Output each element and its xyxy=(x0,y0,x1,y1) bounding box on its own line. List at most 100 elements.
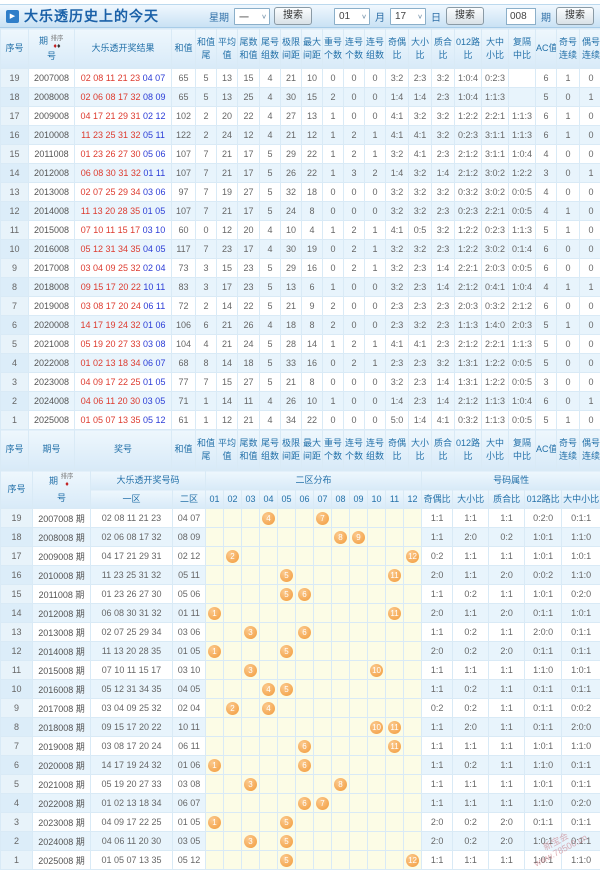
zone2-dist-cell xyxy=(277,793,297,813)
stat-cell: 4 xyxy=(259,220,281,240)
zone2-dist-cell xyxy=(295,850,315,870)
col-header-text: 和值 xyxy=(174,43,193,53)
stat-cell: 2:3 xyxy=(408,372,432,392)
sort-asc-icon[interactable]: ♦ xyxy=(53,42,57,50)
sort-controls[interactable]: 排序 ♦ xyxy=(60,473,74,488)
t1-col-header[interactable]: 期排序 ♦♦ 号 xyxy=(28,28,75,69)
zone2-dist-cell xyxy=(349,603,369,623)
col-header-text: 大中 xyxy=(485,36,504,47)
sort-header[interactable]: 期排序 ♦♦ xyxy=(39,35,64,50)
zone2-dist-cell xyxy=(403,603,423,623)
table-row: 6 2020008 14 17 19 24 32 01 06 106 6 21 26 4 18 8… xyxy=(0,315,600,335)
table-row: 6 2020008 期 14 17 19 24 32 01 06 1 6 1:1 0:2 1:1… xyxy=(0,755,600,775)
issue-cell: 2008008 xyxy=(28,87,75,107)
zone2-dist-cell xyxy=(331,717,351,737)
date-search-button[interactable]: 搜索 xyxy=(446,7,484,25)
t1-col-header: 平均值 xyxy=(216,28,238,69)
stat-cell: 0:2:3 xyxy=(454,201,482,221)
t1-col-header: 质合比 xyxy=(431,28,455,69)
stat-cell: 21 xyxy=(216,163,238,183)
issue-input[interactable] xyxy=(506,7,536,25)
zone2-dist-cell xyxy=(349,793,369,813)
col-header-text: 组数 xyxy=(365,49,384,60)
zone2-dist-cell xyxy=(295,679,315,699)
stat-cell: 0 xyxy=(364,182,386,202)
sort-asc-icon[interactable]: ♦ xyxy=(65,480,69,488)
stat-cell: 1 xyxy=(556,220,580,240)
t2-issue-header[interactable]: 期排序 ♦ 号 xyxy=(32,470,91,509)
col-header-text: 序号 xyxy=(5,444,24,454)
sort-controls[interactable]: 排序 ♦♦ xyxy=(50,35,64,50)
zone2-dist-cell xyxy=(241,508,261,528)
issue-search-button[interactable]: 搜索 xyxy=(556,7,594,25)
zone2-dist-cell xyxy=(277,622,297,642)
stat-cell: 1:2:2 xyxy=(481,353,509,373)
zone2-dist-cell: 12 xyxy=(403,546,423,566)
stat-cell: 0 xyxy=(195,220,217,240)
sort-header[interactable]: 期排序 ♦ xyxy=(49,473,74,490)
t1-footer-col-header: 和值尾 xyxy=(195,429,217,470)
stat-cell: 68 xyxy=(171,353,196,373)
sort-icons[interactable]: ♦ xyxy=(65,480,69,488)
col-header-text: 期号 xyxy=(42,444,61,454)
day-select[interactable]: 17 ∨ xyxy=(390,7,426,25)
attr-cell: 1:1 xyxy=(488,660,526,680)
stat-cell: 24 xyxy=(216,125,238,145)
stat-cell: 0 xyxy=(364,391,386,411)
sort-icons[interactable]: ♦♦ xyxy=(53,42,60,50)
stat-cell: 1:1:3 xyxy=(454,315,482,335)
zone2-dist-cell xyxy=(385,793,405,813)
week-search-button[interactable]: 搜索 xyxy=(274,7,312,25)
week-select[interactable]: 一 ∨ xyxy=(234,7,270,25)
stat-cell: 10 xyxy=(301,391,323,411)
table-row: 12 2014008 期 11 13 20 28 35 01 05 1 5 2:0 0:2 2:… xyxy=(0,641,600,661)
history-stats-table: 序号期排序 ♦♦ 号大乐透开奖结果 和值 和值尾平均值尾数 和值 尾号 组数 极限 间距 最大 间距重… xyxy=(0,28,600,470)
zone1-numbers-cell: 11 13 20 28 35 xyxy=(90,641,173,661)
zone2-dist-cell xyxy=(259,660,279,680)
stat-cell: 4 xyxy=(259,410,281,430)
stat-cell: 3:2 xyxy=(385,182,409,202)
front-zone-numbers: 01 05 07 13 35 xyxy=(80,415,144,425)
t1-footer-col-header: 尾号 组数 xyxy=(259,429,281,470)
month-select[interactable]: 01 ∨ xyxy=(334,7,370,25)
zone2-dist-cell xyxy=(241,755,261,775)
issue-cell: 2007008 期 xyxy=(32,508,91,528)
col-header-text: 比 xyxy=(438,450,448,461)
stat-cell: 0 xyxy=(322,68,344,88)
attr-cell: 1:1 xyxy=(452,565,490,585)
attr-cell: 1:1 xyxy=(488,755,526,775)
zone2-numbers-cell: 10 11 xyxy=(171,717,207,737)
col-header-text: 号 xyxy=(56,492,66,503)
stat-cell: 3:2 xyxy=(408,182,432,202)
attr-cell: 0:2 xyxy=(421,698,454,718)
stat-cell: 2:0:3 xyxy=(454,296,482,316)
issue-cell: 2024008 xyxy=(28,391,75,411)
zone2-dist-cell xyxy=(385,508,405,528)
stat-cell: 2 xyxy=(343,353,365,373)
zone2-dist-cell xyxy=(277,774,297,794)
zone2-numbers-cell: 05 11 xyxy=(171,565,207,585)
chevron-down-icon: ∨ xyxy=(261,12,267,20)
issue-cell: 2009008 期 xyxy=(32,546,91,566)
zone2-ball: 9 xyxy=(352,530,366,544)
stat-cell: 5 xyxy=(195,68,217,88)
front-zone-numbers: 09 15 17 20 22 xyxy=(80,282,144,292)
zone2-ball: 2 xyxy=(226,701,240,715)
table-row: 10 2016008 期 05 12 31 34 35 04 05 4 5 1:1 0:2 1:… xyxy=(0,679,600,699)
zone2-dist-cell xyxy=(367,736,387,756)
back-zone-numbers: 05 06 xyxy=(143,149,166,159)
attr-cell: 0:1:1 xyxy=(561,812,600,832)
stat-cell: 2:3 xyxy=(385,353,409,373)
stat-cell: 2:1:2 xyxy=(508,296,536,316)
zone2-numbers-cell: 05 12 xyxy=(171,850,207,870)
zone2-dist-cell xyxy=(205,831,225,851)
zone2-dist-cell xyxy=(367,679,387,699)
issue-cell: 2018008 期 xyxy=(32,717,91,737)
zone2-dist-cell xyxy=(385,774,405,794)
issue-cell: 2014008 xyxy=(28,201,75,221)
stat-cell: 0 xyxy=(343,410,365,430)
stat-cell: 65 xyxy=(171,87,196,107)
sort-desc-icon[interactable]: ♦ xyxy=(57,42,61,50)
t2-sub-header-row: 一区 二区 01 02 03 04 05 06 07 08 09 10 11 12 奇偶比 大小比 质合比 012… xyxy=(1,489,600,509)
col-header-text: 比 xyxy=(463,450,473,461)
